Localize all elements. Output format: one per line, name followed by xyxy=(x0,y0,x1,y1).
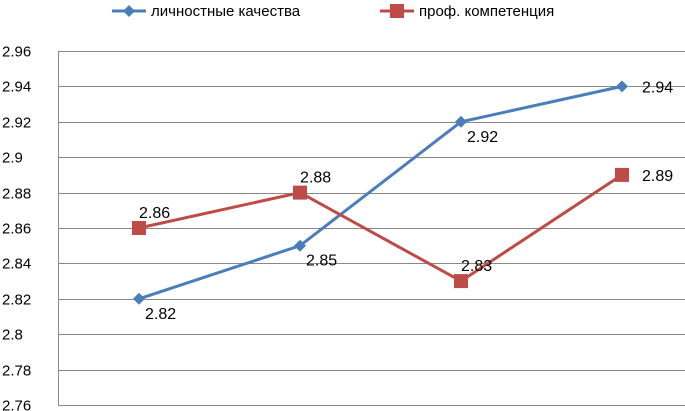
data-point-diamond xyxy=(294,239,306,252)
gridlines xyxy=(58,51,685,406)
series-line-1 xyxy=(138,84,623,301)
y-tick-label: 2.76 xyxy=(2,398,31,411)
y-tick-label: 2.96 xyxy=(2,44,31,61)
y-axis: 2.76 2.78 2.8 2.82 2.84 2.86 2.88 2.9 2.92 2.94 2.… xyxy=(2,44,59,411)
data-point-square xyxy=(615,167,629,182)
data-point-diamond xyxy=(133,292,145,305)
y-tick-label: 2.8 xyxy=(2,327,23,344)
series-group xyxy=(132,80,629,305)
data-point-square xyxy=(293,185,307,200)
legend-label-личностные-качества: личностные качества xyxy=(151,3,301,20)
data-label: 2.82 xyxy=(145,306,176,323)
series-line-2 xyxy=(138,173,623,283)
y-tick-label: 2.82 xyxy=(2,292,31,309)
legend: личностные качества проф. компетенция xyxy=(112,3,554,20)
y-tick-label: 2.88 xyxy=(2,186,31,203)
y-tick-label: 2.9 xyxy=(2,150,23,167)
y-tick-label: 2.84 xyxy=(2,256,31,273)
data-label: 2.89 xyxy=(642,168,673,185)
data-point-square xyxy=(454,274,468,289)
y-tick-label: 2.86 xyxy=(2,221,31,238)
data-labels: 2.82 2.85 2.92 2.94 2.86 2.88 2.83 2.89 xyxy=(139,79,673,322)
y-tick-label: 2.92 xyxy=(2,115,31,132)
data-label: 2.88 xyxy=(300,170,331,187)
data-point-diamond xyxy=(455,115,467,128)
legend-label-проф-компетенция: проф. компетенция xyxy=(419,3,554,20)
y-tick-label: 2.94 xyxy=(2,79,31,96)
data-label: 2.94 xyxy=(642,79,673,96)
data-label: 2.92 xyxy=(467,129,498,146)
data-label: 2.83 xyxy=(461,258,492,275)
legend-marker-square xyxy=(390,4,404,18)
data-label: 2.85 xyxy=(306,253,337,270)
y-tick-label: 2.78 xyxy=(2,363,31,380)
data-point-diamond xyxy=(616,80,628,93)
data-point-square xyxy=(132,221,146,235)
data-label: 2.86 xyxy=(139,205,170,222)
legend-marker-diamond xyxy=(123,5,135,17)
